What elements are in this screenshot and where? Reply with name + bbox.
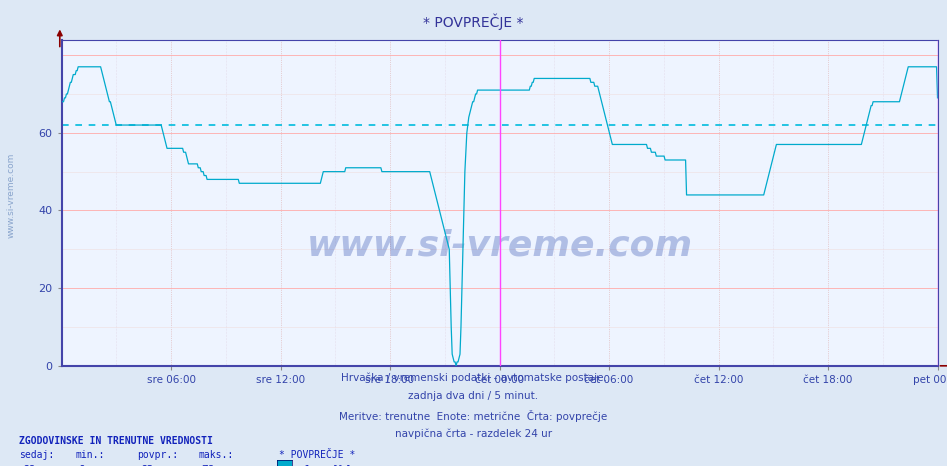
Text: maks.:: maks.:	[199, 450, 234, 459]
Text: povpr.:: povpr.:	[137, 450, 178, 459]
Text: * POVPREČJE *: * POVPREČJE *	[279, 450, 356, 459]
Text: 79: 79	[202, 465, 215, 466]
Text: navpična črta - razdelek 24 ur: navpična črta - razdelek 24 ur	[395, 429, 552, 439]
Text: Hrvaška / vremenski podatki - avtomatske postaje.: Hrvaška / vremenski podatki - avtomatske…	[341, 373, 606, 384]
Text: Meritve: trenutne  Enote: metrične  Črta: povprečje: Meritve: trenutne Enote: metrične Črta: …	[339, 410, 608, 422]
Text: ZGODOVINSKE IN TRENUTNE VREDNOSTI: ZGODOVINSKE IN TRENUTNE VREDNOSTI	[19, 436, 213, 445]
Text: sedaj:: sedaj:	[19, 450, 54, 459]
Text: www.si-vreme.com: www.si-vreme.com	[7, 153, 16, 239]
Text: zadnja dva dni / 5 minut.: zadnja dva dni / 5 minut.	[408, 391, 539, 401]
Text: www.si-vreme.com: www.si-vreme.com	[307, 228, 692, 262]
Text: vlaga[%]: vlaga[%]	[298, 465, 352, 466]
Text: 0: 0	[79, 465, 85, 466]
Text: min.:: min.:	[76, 450, 105, 459]
Text: * POVPREČJE *: * POVPREČJE *	[423, 13, 524, 29]
Text: 62: 62	[140, 465, 153, 466]
Text: 69: 69	[22, 465, 35, 466]
